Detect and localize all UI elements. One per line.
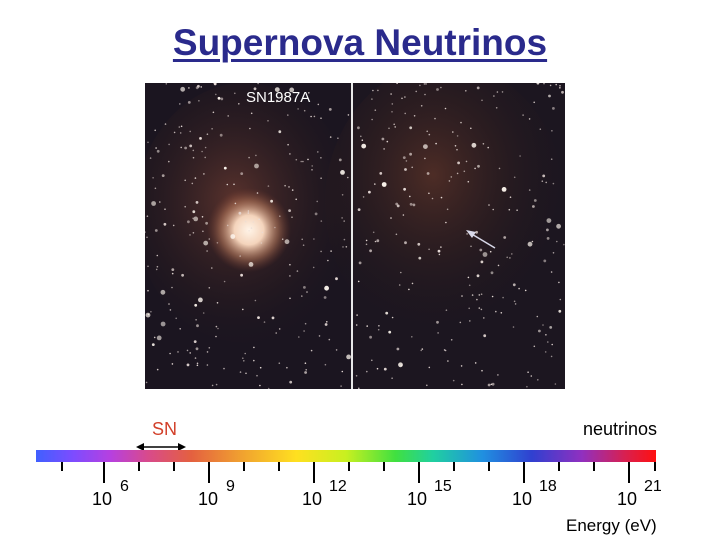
tick-label-base: 10 bbox=[302, 489, 323, 509]
tick-label-power: 12 bbox=[329, 478, 347, 495]
sn-label: SN bbox=[152, 419, 178, 439]
tick-label-power: 6 bbox=[120, 478, 129, 495]
sn1987a-photo bbox=[145, 83, 565, 389]
energy-axis-label: Energy (eV) bbox=[566, 516, 657, 535]
slide-title: Supernova Neutrinos bbox=[172, 22, 548, 63]
tick-label-power: 18 bbox=[539, 478, 557, 495]
tick-label-power: 9 bbox=[226, 478, 235, 495]
energy-spectrum-bar bbox=[36, 450, 656, 462]
tick-label-base: 10 bbox=[198, 489, 219, 509]
tick-label-base: 10 bbox=[617, 489, 638, 509]
tick-label-base: 10 bbox=[92, 489, 113, 509]
tick-label-base: 10 bbox=[512, 489, 533, 509]
photo-divider bbox=[351, 83, 353, 389]
neutrinos-label: neutrinos bbox=[583, 419, 658, 439]
tick-label-power: 21 bbox=[644, 478, 662, 495]
supernova-glow bbox=[207, 188, 291, 272]
photo-label: SN1987A bbox=[246, 89, 311, 106]
tick-label-power: 15 bbox=[434, 478, 452, 495]
tick-label-base: 10 bbox=[407, 489, 428, 509]
